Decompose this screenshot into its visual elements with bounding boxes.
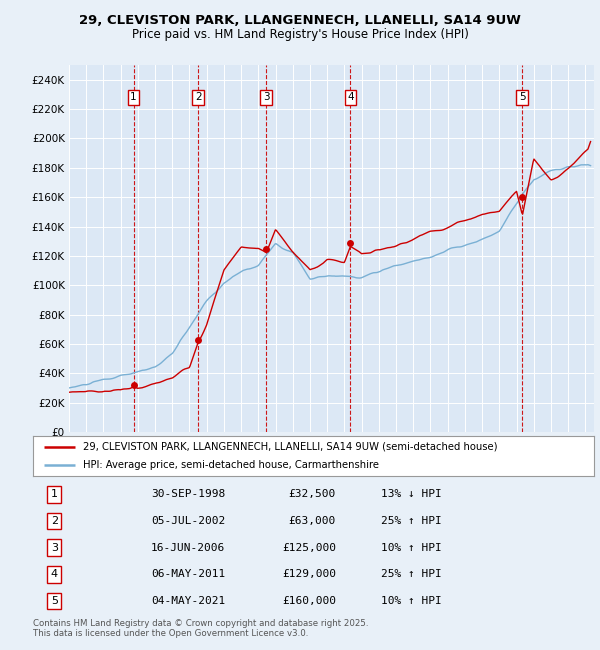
Text: 10% ↑ HPI: 10% ↑ HPI [381, 596, 442, 606]
Text: Price paid vs. HM Land Registry's House Price Index (HPI): Price paid vs. HM Land Registry's House … [131, 28, 469, 41]
Text: 25% ↑ HPI: 25% ↑ HPI [381, 516, 442, 526]
Text: 30-SEP-1998: 30-SEP-1998 [151, 489, 225, 499]
Text: £63,000: £63,000 [289, 516, 336, 526]
Text: 16-JUN-2006: 16-JUN-2006 [151, 543, 225, 552]
Text: £125,000: £125,000 [282, 543, 336, 552]
Text: 29, CLEVISTON PARK, LLANGENNECH, LLANELLI, SA14 9UW: 29, CLEVISTON PARK, LLANGENNECH, LLANELL… [79, 14, 521, 27]
Text: 5: 5 [51, 596, 58, 606]
Text: 1: 1 [51, 489, 58, 499]
Text: 29, CLEVISTON PARK, LLANGENNECH, LLANELLI, SA14 9UW (semi-detached house): 29, CLEVISTON PARK, LLANGENNECH, LLANELL… [83, 441, 498, 452]
Text: 3: 3 [263, 92, 269, 102]
Text: 13% ↓ HPI: 13% ↓ HPI [381, 489, 442, 499]
Text: 4: 4 [347, 92, 354, 102]
Text: 10% ↑ HPI: 10% ↑ HPI [381, 543, 442, 552]
Text: HPI: Average price, semi-detached house, Carmarthenshire: HPI: Average price, semi-detached house,… [83, 460, 379, 471]
Text: 06-MAY-2011: 06-MAY-2011 [151, 569, 225, 579]
Text: 2: 2 [195, 92, 202, 102]
Text: 2: 2 [51, 516, 58, 526]
Text: Contains HM Land Registry data © Crown copyright and database right 2025.
This d: Contains HM Land Registry data © Crown c… [33, 619, 368, 638]
Text: £129,000: £129,000 [282, 569, 336, 579]
Text: 25% ↑ HPI: 25% ↑ HPI [381, 569, 442, 579]
Text: 1: 1 [130, 92, 137, 102]
Text: 3: 3 [51, 543, 58, 552]
Text: 4: 4 [51, 569, 58, 579]
Text: 05-JUL-2002: 05-JUL-2002 [151, 516, 225, 526]
Text: £160,000: £160,000 [282, 596, 336, 606]
Text: £32,500: £32,500 [289, 489, 336, 499]
Text: 5: 5 [519, 92, 526, 102]
Text: 04-MAY-2021: 04-MAY-2021 [151, 596, 225, 606]
